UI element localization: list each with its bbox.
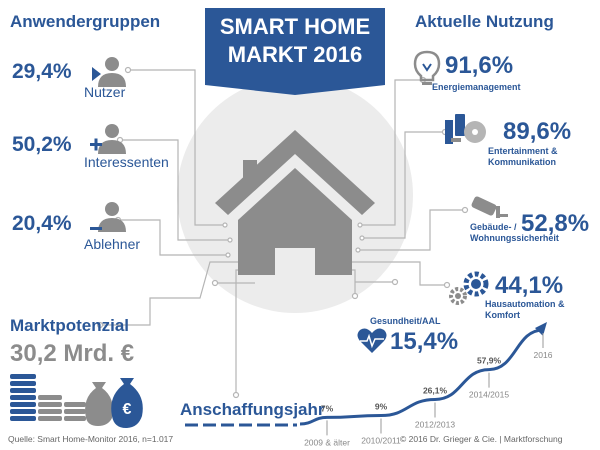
usage-value: 52,8% [521, 210, 590, 237]
usage-label-line: Entertainment & [488, 146, 558, 156]
user-group-label: Ablehner [84, 236, 141, 252]
category-label: 2014/2015 [469, 390, 509, 400]
user-group-value: 20,4% [12, 212, 72, 235]
usage-label-line: Komfort [485, 310, 520, 320]
house-icon [215, 130, 375, 275]
usage-label: Gesundheit/AAL [370, 316, 441, 326]
page-title: SMART HOME MARKT 2016 [205, 13, 385, 69]
user-groups-heading: Anwendergruppen [10, 12, 161, 31]
category-label: 2012/2013 [415, 419, 455, 429]
circuit-nodes [96, 66, 469, 399]
usage-label-line: Wohnungssicherheit [470, 233, 559, 243]
usage-label-line: Kommunikation [488, 157, 557, 167]
market-heading: Marktpotenzial [10, 316, 130, 335]
copyright-note: © 2016 Dr. Grieger & Cie. | Marktforschu… [400, 434, 563, 444]
money-coins-icon: € [10, 374, 143, 428]
user-group-value: 50,2% [12, 133, 72, 156]
gears-icon [449, 271, 489, 305]
usage-value: 89,6% [503, 118, 572, 145]
title-banner [205, 8, 385, 95]
usage-label: Entertainment & Kommunikation [488, 146, 558, 168]
value-label: 57,9% [477, 356, 502, 366]
source-note: Quelle: Smart Home-Monitor 2016, n=1.017 [8, 434, 174, 444]
media-devices-icon [445, 114, 486, 144]
series-arrowhead [535, 322, 547, 336]
user-group-value: 29,4% [12, 60, 72, 83]
value-label: 7% [321, 403, 334, 413]
value-label: 9% [375, 402, 388, 412]
security-camera-icon [471, 196, 508, 218]
usage-label-line: Gebäude- / [470, 222, 517, 232]
usage-value: 91,6% [445, 52, 514, 79]
title-line-1: SMART HOME [219, 14, 371, 39]
category-label: 2010/2011 [361, 436, 401, 446]
svg-text:€: € [123, 401, 132, 418]
user-plus-icon [90, 124, 126, 154]
title-line-2: MARKT 2016 [227, 42, 363, 67]
usage-label: Hausautomation & Komfort [485, 299, 565, 321]
usage-value: 15,4% [390, 328, 459, 355]
chart-title: Anschaffungsjahr [180, 400, 325, 419]
lightbulb-icon [413, 50, 441, 85]
user-play-icon [92, 57, 126, 87]
heart-pulse-icon [357, 328, 387, 353]
value-label: 26,1% [423, 385, 448, 395]
usage-heading: Aktuelle Nutzung [415, 12, 554, 31]
usage-label: Gebäude- / Wohnungssicherheit [470, 222, 559, 244]
user-group-label: Nutzer [84, 84, 126, 100]
usage-label: Energiemanagement [432, 82, 521, 92]
series-line [299, 328, 544, 426]
market-value: 30,2 Mrd. € [10, 340, 135, 367]
user-group-label: Interessenten [84, 154, 169, 170]
usage-value: 44,1% [495, 272, 564, 299]
category-label: 2016 [534, 350, 553, 360]
category-label: 2009 & älter [304, 437, 350, 447]
user-minus-icon [90, 202, 126, 232]
usage-label-line: Hausautomation & [485, 299, 565, 309]
